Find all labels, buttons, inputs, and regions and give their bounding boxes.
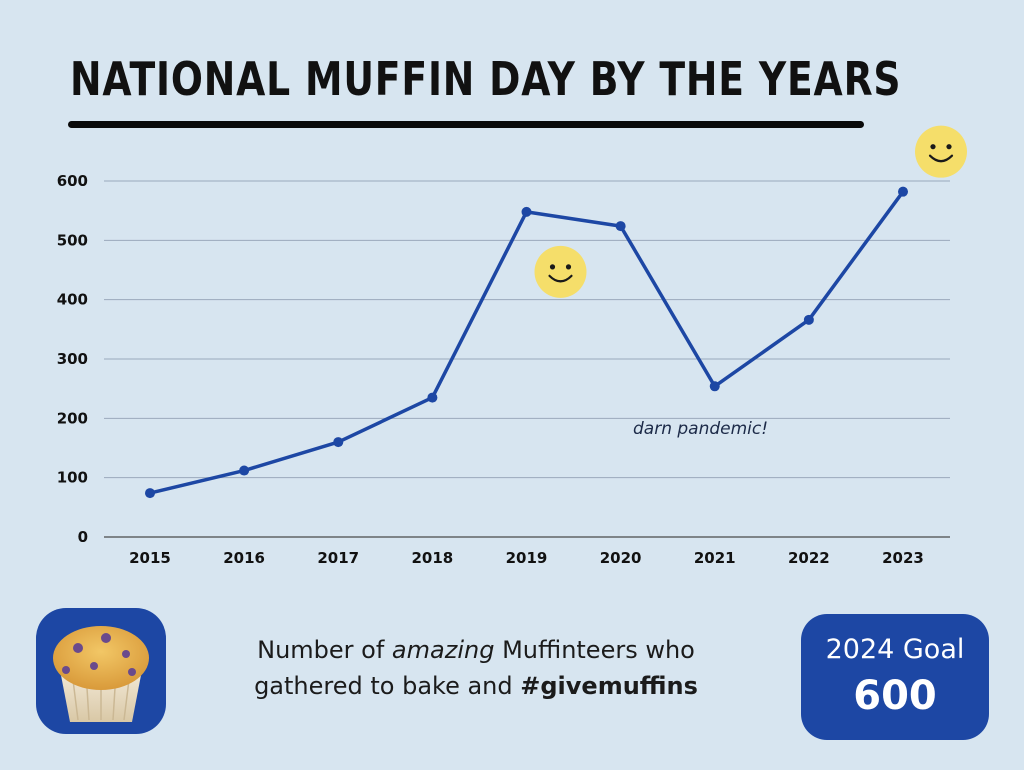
x-tick-label: 2017 <box>317 549 359 567</box>
y-axis-ticks: 0 100 200 300 400 500 600 <box>57 172 88 546</box>
data-point <box>333 437 344 448</box>
y-tick-label: 600 <box>57 172 88 190</box>
caption-emphasis: amazing <box>391 636 495 664</box>
title-underline <box>68 121 864 128</box>
x-tick-label: 2015 <box>129 549 171 567</box>
chart-caption: Number of amazing Muffinteers who gather… <box>196 632 756 704</box>
y-tick-label: 400 <box>57 291 88 309</box>
x-tick-label: 2023 <box>882 549 924 567</box>
x-tick-label: 2016 <box>223 549 265 567</box>
goal-value: 600 <box>853 673 937 719</box>
x-axis-ticks: 2015 2016 2017 2018 2019 2020 2021 2022 2023 <box>129 549 924 567</box>
data-point <box>427 392 438 403</box>
goal-label: 2024 Goal <box>825 634 965 665</box>
data-point <box>898 186 908 197</box>
pandemic-annotation: darn pandemic! <box>633 419 768 439</box>
grid-lines <box>104 180 950 538</box>
caption-text: Number of <box>257 636 392 664</box>
x-tick-label: 2020 <box>600 549 642 567</box>
x-tick-label: 2021 <box>694 549 736 567</box>
x-tick-label: 2019 <box>506 549 548 567</box>
data-point <box>803 314 814 325</box>
chart-title: NATIONAL MUFFIN DAY BY THE YEARS <box>70 52 902 106</box>
data-point <box>239 465 250 476</box>
y-tick-label: 200 <box>57 409 88 427</box>
caption-hashtag: #givemuffins <box>520 672 698 700</box>
data-point <box>709 381 720 392</box>
data-points <box>145 186 908 499</box>
x-tick-label: 2022 <box>788 549 830 567</box>
goal-badge: 2024 Goal 600 <box>801 614 989 740</box>
smiley-icon <box>534 245 587 298</box>
caption-text: gathered to bake and <box>254 672 521 700</box>
smiley-icon <box>915 125 967 178</box>
x-tick-label: 2018 <box>412 549 454 567</box>
data-point <box>145 488 155 499</box>
smiley-icons <box>534 125 967 298</box>
line-chart: 0 100 200 300 400 500 600 2015 2016 2017 2018 2019… <box>57 125 967 567</box>
series-polyline <box>149 190 905 495</box>
muffin-badge <box>36 608 166 734</box>
caption-text: Muffinteers who <box>494 636 695 664</box>
y-tick-label: 300 <box>57 350 88 368</box>
y-tick-label: 100 <box>57 469 88 487</box>
y-tick-label: 0 <box>78 528 88 546</box>
y-tick-label: 500 <box>57 231 88 249</box>
data-point <box>521 206 532 217</box>
muffin-icon <box>53 626 149 722</box>
series-line <box>149 190 905 495</box>
data-point <box>615 221 626 232</box>
